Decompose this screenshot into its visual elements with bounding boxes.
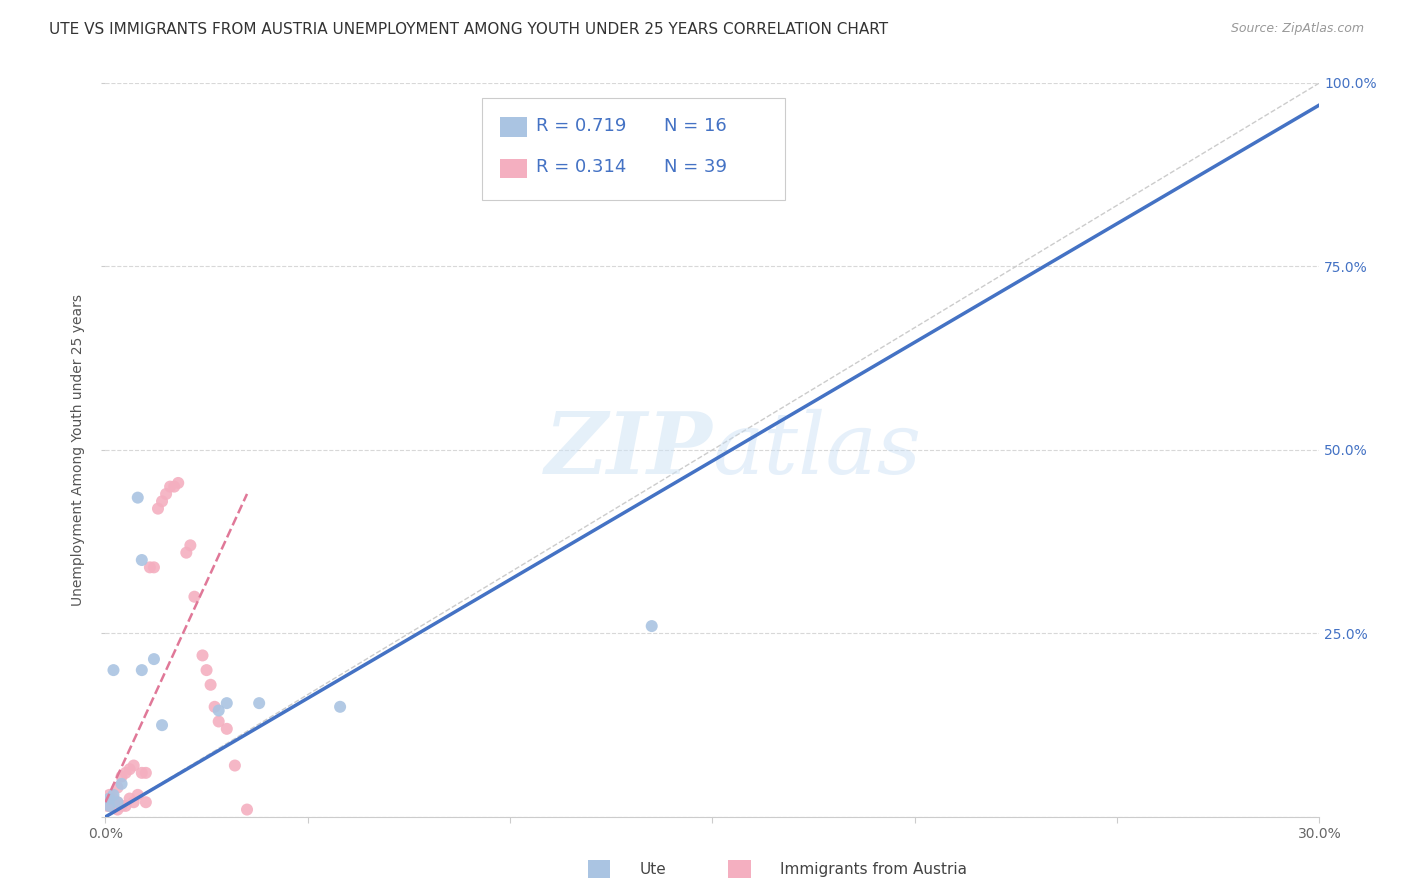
Y-axis label: Unemployment Among Youth under 25 years: Unemployment Among Youth under 25 years (72, 294, 86, 606)
Point (110, 798, 132, 813)
Point (195, 663, 218, 677)
Point (163, 480, 186, 494)
Point (98, 791, 121, 805)
Point (122, 758, 145, 772)
Point (107, 795, 129, 809)
Point (103, 798, 125, 813)
Point (150, 494, 173, 508)
Point (103, 791, 125, 805)
Point (107, 780, 129, 795)
Point (96, 798, 118, 813)
Point (122, 795, 145, 809)
Point (131, 765, 153, 780)
Point (127, 491, 149, 505)
Point (127, 788, 149, 802)
Point (135, 795, 157, 809)
Text: N = 16: N = 16 (664, 117, 727, 135)
Point (118, 762, 141, 776)
FancyBboxPatch shape (501, 160, 527, 178)
Point (159, 480, 181, 494)
Text: ZIP: ZIP (544, 409, 713, 491)
Point (215, 722, 238, 736)
Point (131, 553, 153, 567)
Text: N = 39: N = 39 (664, 159, 727, 177)
Point (114, 765, 136, 780)
Point (247, 696, 270, 710)
Point (98, 788, 121, 802)
Point (103, 788, 125, 802)
Point (103, 663, 125, 677)
Text: R = 0.719: R = 0.719 (536, 117, 627, 135)
Point (107, 795, 129, 809)
Point (236, 803, 259, 817)
Text: Ute: Ute (640, 863, 666, 877)
Point (114, 798, 136, 813)
Point (167, 475, 190, 490)
Point (224, 758, 246, 772)
Point (179, 538, 201, 552)
FancyBboxPatch shape (501, 118, 527, 136)
Point (329, 699, 352, 714)
Point (146, 501, 169, 516)
Point (641, 619, 664, 633)
Point (191, 648, 214, 663)
Point (139, 560, 162, 574)
Point (200, 678, 222, 692)
Point (131, 663, 153, 677)
Point (208, 704, 231, 718)
Point (98, 798, 121, 813)
Point (142, 560, 165, 574)
Point (208, 714, 231, 729)
Point (176, 546, 198, 560)
Point (110, 777, 132, 791)
Point (107, 803, 129, 817)
Point (215, 696, 238, 710)
Point (150, 718, 173, 732)
Point (98, 798, 121, 813)
Point (204, 699, 226, 714)
Point (135, 765, 157, 780)
Point (118, 791, 141, 805)
Point (142, 652, 165, 666)
Text: UTE VS IMMIGRANTS FROM AUSTRIA UNEMPLOYMENT AMONG YOUTH UNDER 25 YEARS CORRELATI: UTE VS IMMIGRANTS FROM AUSTRIA UNEMPLOYM… (49, 22, 889, 37)
Text: Immigrants from Austria: Immigrants from Austria (780, 863, 967, 877)
Text: R = 0.314: R = 0.314 (536, 159, 627, 177)
Point (183, 590, 205, 604)
FancyBboxPatch shape (482, 97, 786, 201)
Text: Source: ZipAtlas.com: Source: ZipAtlas.com (1230, 22, 1364, 36)
Point (110, 770, 132, 784)
Text: atlas: atlas (713, 409, 921, 491)
Point (155, 487, 177, 501)
